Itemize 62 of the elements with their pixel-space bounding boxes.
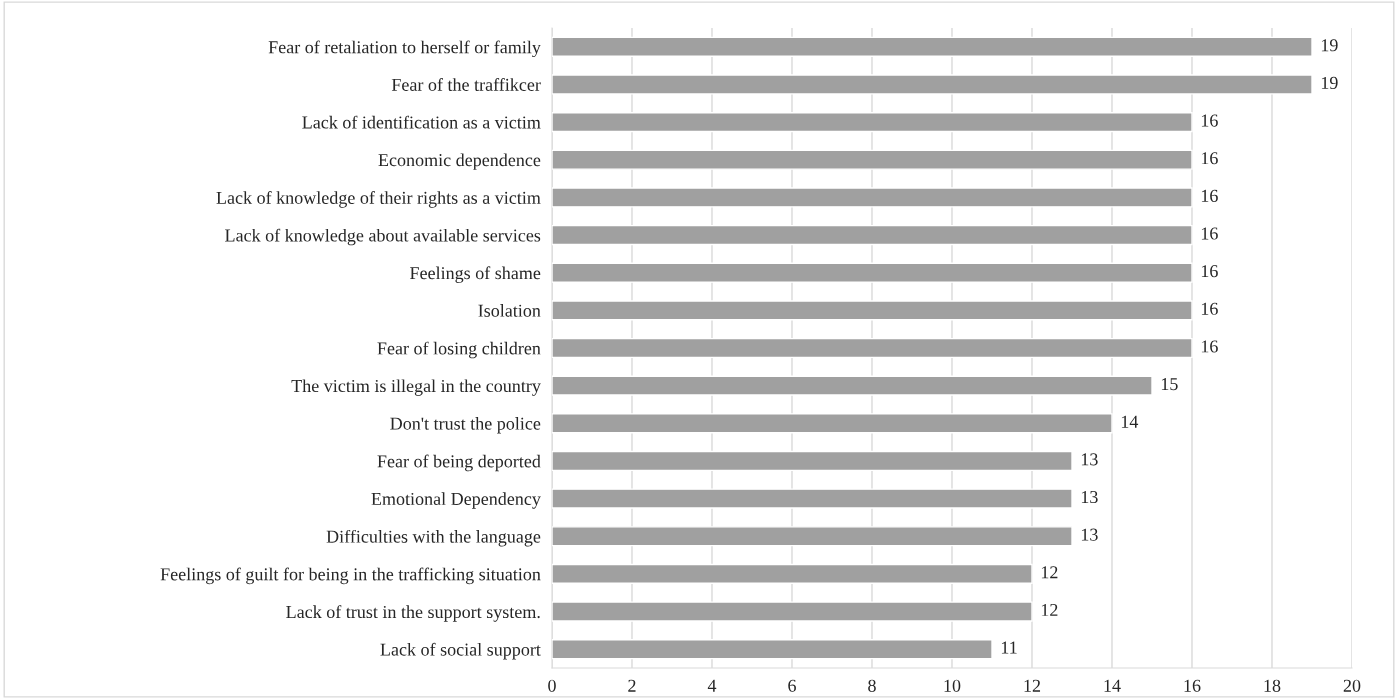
bar	[552, 375, 1153, 396]
y-tick-label: Feelings of guilt for being in the trafficking situation	[160, 567, 541, 585]
x-tick-label: 2	[628, 679, 636, 692]
y-tick-label: Lack of knowledge of their rights as a victim	[216, 191, 541, 208]
y-tick-label: Lack of social support	[380, 642, 541, 660]
y-tick-label: Lack of trust in the support system.	[286, 605, 540, 622]
y-tick-label: Emotional Dependency	[371, 492, 541, 509]
bar	[552, 300, 1193, 321]
data-label: 11	[1001, 641, 1017, 654]
y-tick-label: Fear of the traffikcer	[391, 78, 541, 91]
y-tick-label: Feelings of shame	[410, 266, 541, 283]
bar	[552, 488, 1073, 509]
bar	[552, 74, 1313, 95]
data-label: 14	[1121, 415, 1139, 428]
y-tick-label: Economic dependence	[378, 153, 541, 170]
x-tick-label: 6	[788, 679, 796, 692]
data-label: 19	[1321, 39, 1338, 52]
bar	[552, 526, 1073, 547]
data-label: 16	[1201, 152, 1218, 165]
bar	[552, 337, 1193, 359]
data-label: 16	[1201, 340, 1218, 353]
y-tick-label: Lack of knowledge about available services	[225, 228, 541, 246]
bar	[552, 112, 1193, 133]
bar	[552, 262, 1193, 283]
y-tick-label: Don't trust the police	[390, 417, 541, 434]
x-tick-label: 0	[548, 679, 556, 692]
bar	[552, 224, 1193, 246]
data-label: 16	[1201, 114, 1218, 127]
bar	[552, 450, 1073, 472]
x-tick-label: 10	[944, 679, 961, 692]
x-tick-label: 20	[1343, 679, 1361, 692]
bar	[552, 563, 1033, 584]
x-tick-label: 8	[868, 679, 876, 692]
bar	[552, 601, 1033, 622]
y-tick-label: Fear of retaliation to herself or family	[268, 40, 541, 58]
data-label: 16	[1201, 227, 1218, 240]
data-label: 13	[1081, 453, 1098, 466]
bar	[552, 149, 1193, 170]
data-label: 12	[1041, 603, 1058, 616]
bar	[552, 413, 1113, 434]
data-label: 13	[1081, 490, 1098, 504]
bar	[552, 187, 1193, 208]
x-tick-label: 12	[1024, 679, 1041, 692]
y-tick-label: Fear of losing children	[377, 341, 541, 359]
data-label: 12	[1041, 566, 1058, 579]
x-tick-label: 14	[1104, 679, 1121, 692]
y-tick-label: Fear of being deported	[377, 454, 541, 472]
bar	[552, 639, 993, 660]
y-tick-label: Lack of identification as a victim	[302, 115, 541, 129]
data-label: 19	[1321, 76, 1338, 89]
x-tick-label: 4	[707, 679, 717, 692]
data-label: 16	[1201, 189, 1218, 202]
data-label: 15	[1161, 378, 1178, 391]
y-tick-label: The victim is illegal in the country	[291, 379, 541, 396]
x-tick-label: 18	[1264, 679, 1281, 692]
data-label: 16	[1201, 302, 1218, 315]
bar	[552, 36, 1313, 57]
x-tick-label: 16	[1184, 679, 1201, 692]
y-tick-label: Difficulties with the language	[326, 529, 541, 547]
y-tick-label: Isolation	[478, 304, 541, 317]
data-label: 13	[1081, 528, 1098, 541]
data-label: 16	[1201, 265, 1218, 278]
